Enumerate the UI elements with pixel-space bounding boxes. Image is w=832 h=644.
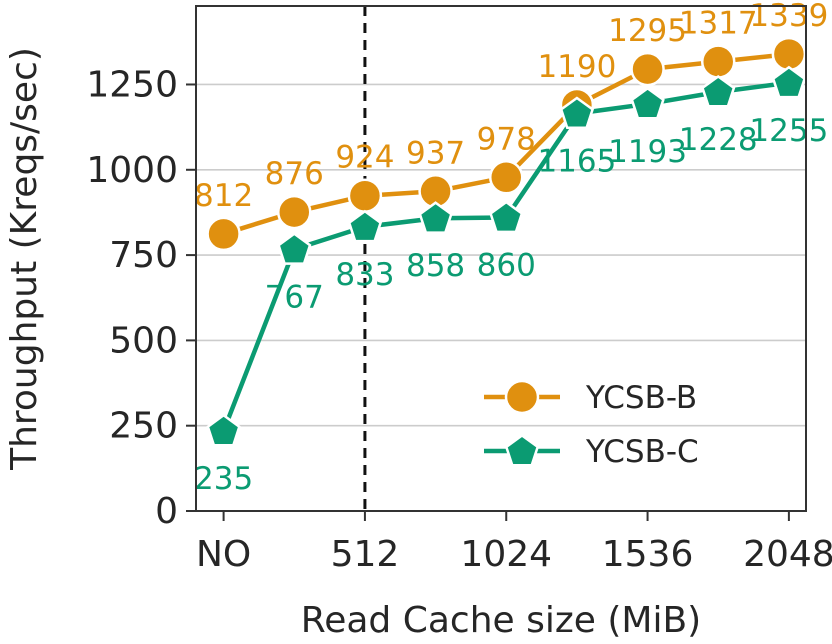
data-point bbox=[488, 160, 524, 195]
y-tick-label: 0 bbox=[155, 491, 178, 532]
series-layer bbox=[206, 36, 807, 447]
data-label: 812 bbox=[194, 178, 253, 214]
x-tick-label: NO bbox=[196, 534, 251, 575]
data-point bbox=[559, 96, 595, 130]
data-point bbox=[277, 194, 312, 230]
y-tick-label: 500 bbox=[109, 320, 178, 361]
x-tick-label: 512 bbox=[331, 534, 400, 575]
data-point bbox=[206, 216, 241, 252]
data-label: 937 bbox=[406, 135, 465, 171]
x-tick-label: 1024 bbox=[460, 534, 552, 575]
data-label: 1193 bbox=[608, 134, 687, 170]
legend-label: YCSB-C bbox=[585, 434, 699, 470]
data-label: 876 bbox=[265, 156, 324, 192]
data-label: 858 bbox=[406, 248, 465, 284]
y-tick-label: 1000 bbox=[86, 150, 178, 191]
data-point bbox=[418, 201, 453, 234]
data-label: 1317 bbox=[679, 6, 758, 42]
data-label: 1255 bbox=[749, 113, 828, 149]
data-label: 1190 bbox=[537, 49, 616, 85]
data-point bbox=[771, 36, 807, 72]
data-point bbox=[701, 74, 736, 108]
y-tick-label: 250 bbox=[109, 406, 178, 447]
data-label: 833 bbox=[335, 257, 394, 293]
data-point bbox=[700, 44, 736, 79]
data-label: 1165 bbox=[537, 143, 616, 179]
y-tick-label: 750 bbox=[109, 235, 178, 276]
data-point bbox=[347, 178, 383, 213]
x-tick-label: 2048 bbox=[743, 534, 832, 575]
data-label: 860 bbox=[477, 248, 536, 284]
data-label: 1295 bbox=[608, 13, 687, 49]
data-label: 1228 bbox=[679, 122, 758, 158]
data-point bbox=[630, 86, 665, 120]
data-point bbox=[630, 51, 665, 87]
data-label: 767 bbox=[265, 279, 324, 315]
data-point bbox=[504, 433, 540, 467]
data-point bbox=[277, 232, 312, 265]
x-axis-label: Read Cache size (MiB) bbox=[301, 600, 701, 641]
plot-frame bbox=[195, 5, 807, 512]
data-point bbox=[504, 379, 540, 415]
legend: YCSB-B YCSB-C bbox=[484, 379, 699, 470]
y-axis-label: Throughput (Kreqs/sec) bbox=[4, 47, 45, 471]
data-label: 235 bbox=[194, 461, 253, 497]
data-point bbox=[489, 200, 524, 234]
data-point bbox=[771, 65, 807, 99]
data-point bbox=[347, 209, 383, 243]
data-label: 978 bbox=[477, 121, 536, 157]
data-label: 924 bbox=[335, 140, 394, 176]
x-tick-label: 1536 bbox=[602, 534, 694, 575]
data-point bbox=[206, 413, 241, 447]
y-tick-label: 1250 bbox=[86, 64, 178, 105]
legend-label: YCSB-B bbox=[585, 380, 697, 416]
axis-ticks: 0 250 500 750 1000 1250 NO 512 1024 1536 2048 bbox=[86, 64, 832, 575]
